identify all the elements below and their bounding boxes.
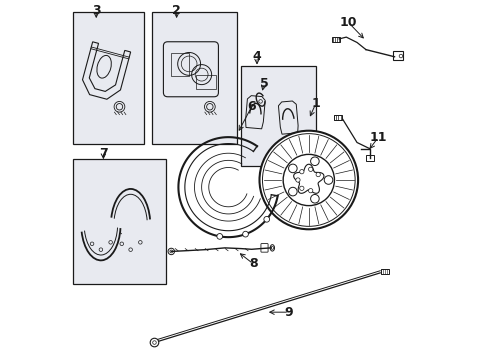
Circle shape: [310, 157, 319, 166]
Circle shape: [242, 231, 248, 237]
Circle shape: [315, 172, 320, 177]
Bar: [73, 12, 144, 144]
Circle shape: [288, 164, 297, 173]
Text: 9: 9: [284, 306, 293, 319]
Text: 1: 1: [311, 97, 320, 110]
Bar: [171, 53, 189, 76]
Circle shape: [288, 187, 297, 196]
Polygon shape: [293, 164, 323, 193]
Text: 7: 7: [99, 147, 107, 160]
Bar: [241, 66, 315, 166]
Bar: [151, 12, 237, 144]
Bar: [392, 51, 402, 60]
Bar: [331, 37, 339, 42]
Bar: [380, 269, 388, 274]
Circle shape: [150, 338, 159, 347]
Text: 10: 10: [339, 15, 356, 28]
Text: 2: 2: [172, 4, 181, 17]
Circle shape: [259, 131, 357, 229]
Circle shape: [299, 186, 304, 190]
Bar: [365, 155, 373, 161]
Bar: [333, 115, 342, 120]
Circle shape: [217, 234, 222, 239]
Circle shape: [299, 170, 304, 174]
Bar: [196, 75, 216, 89]
Bar: [73, 158, 165, 284]
Text: 6: 6: [247, 100, 255, 113]
Text: 4: 4: [252, 50, 261, 63]
Circle shape: [264, 216, 269, 222]
Text: 5: 5: [259, 77, 268, 90]
Circle shape: [295, 178, 300, 182]
Circle shape: [308, 167, 312, 171]
Circle shape: [283, 154, 334, 206]
Circle shape: [308, 189, 312, 193]
Circle shape: [324, 176, 332, 184]
Text: 3: 3: [92, 4, 101, 17]
Circle shape: [310, 194, 319, 203]
Text: 11: 11: [369, 131, 386, 144]
Text: 8: 8: [248, 257, 257, 270]
